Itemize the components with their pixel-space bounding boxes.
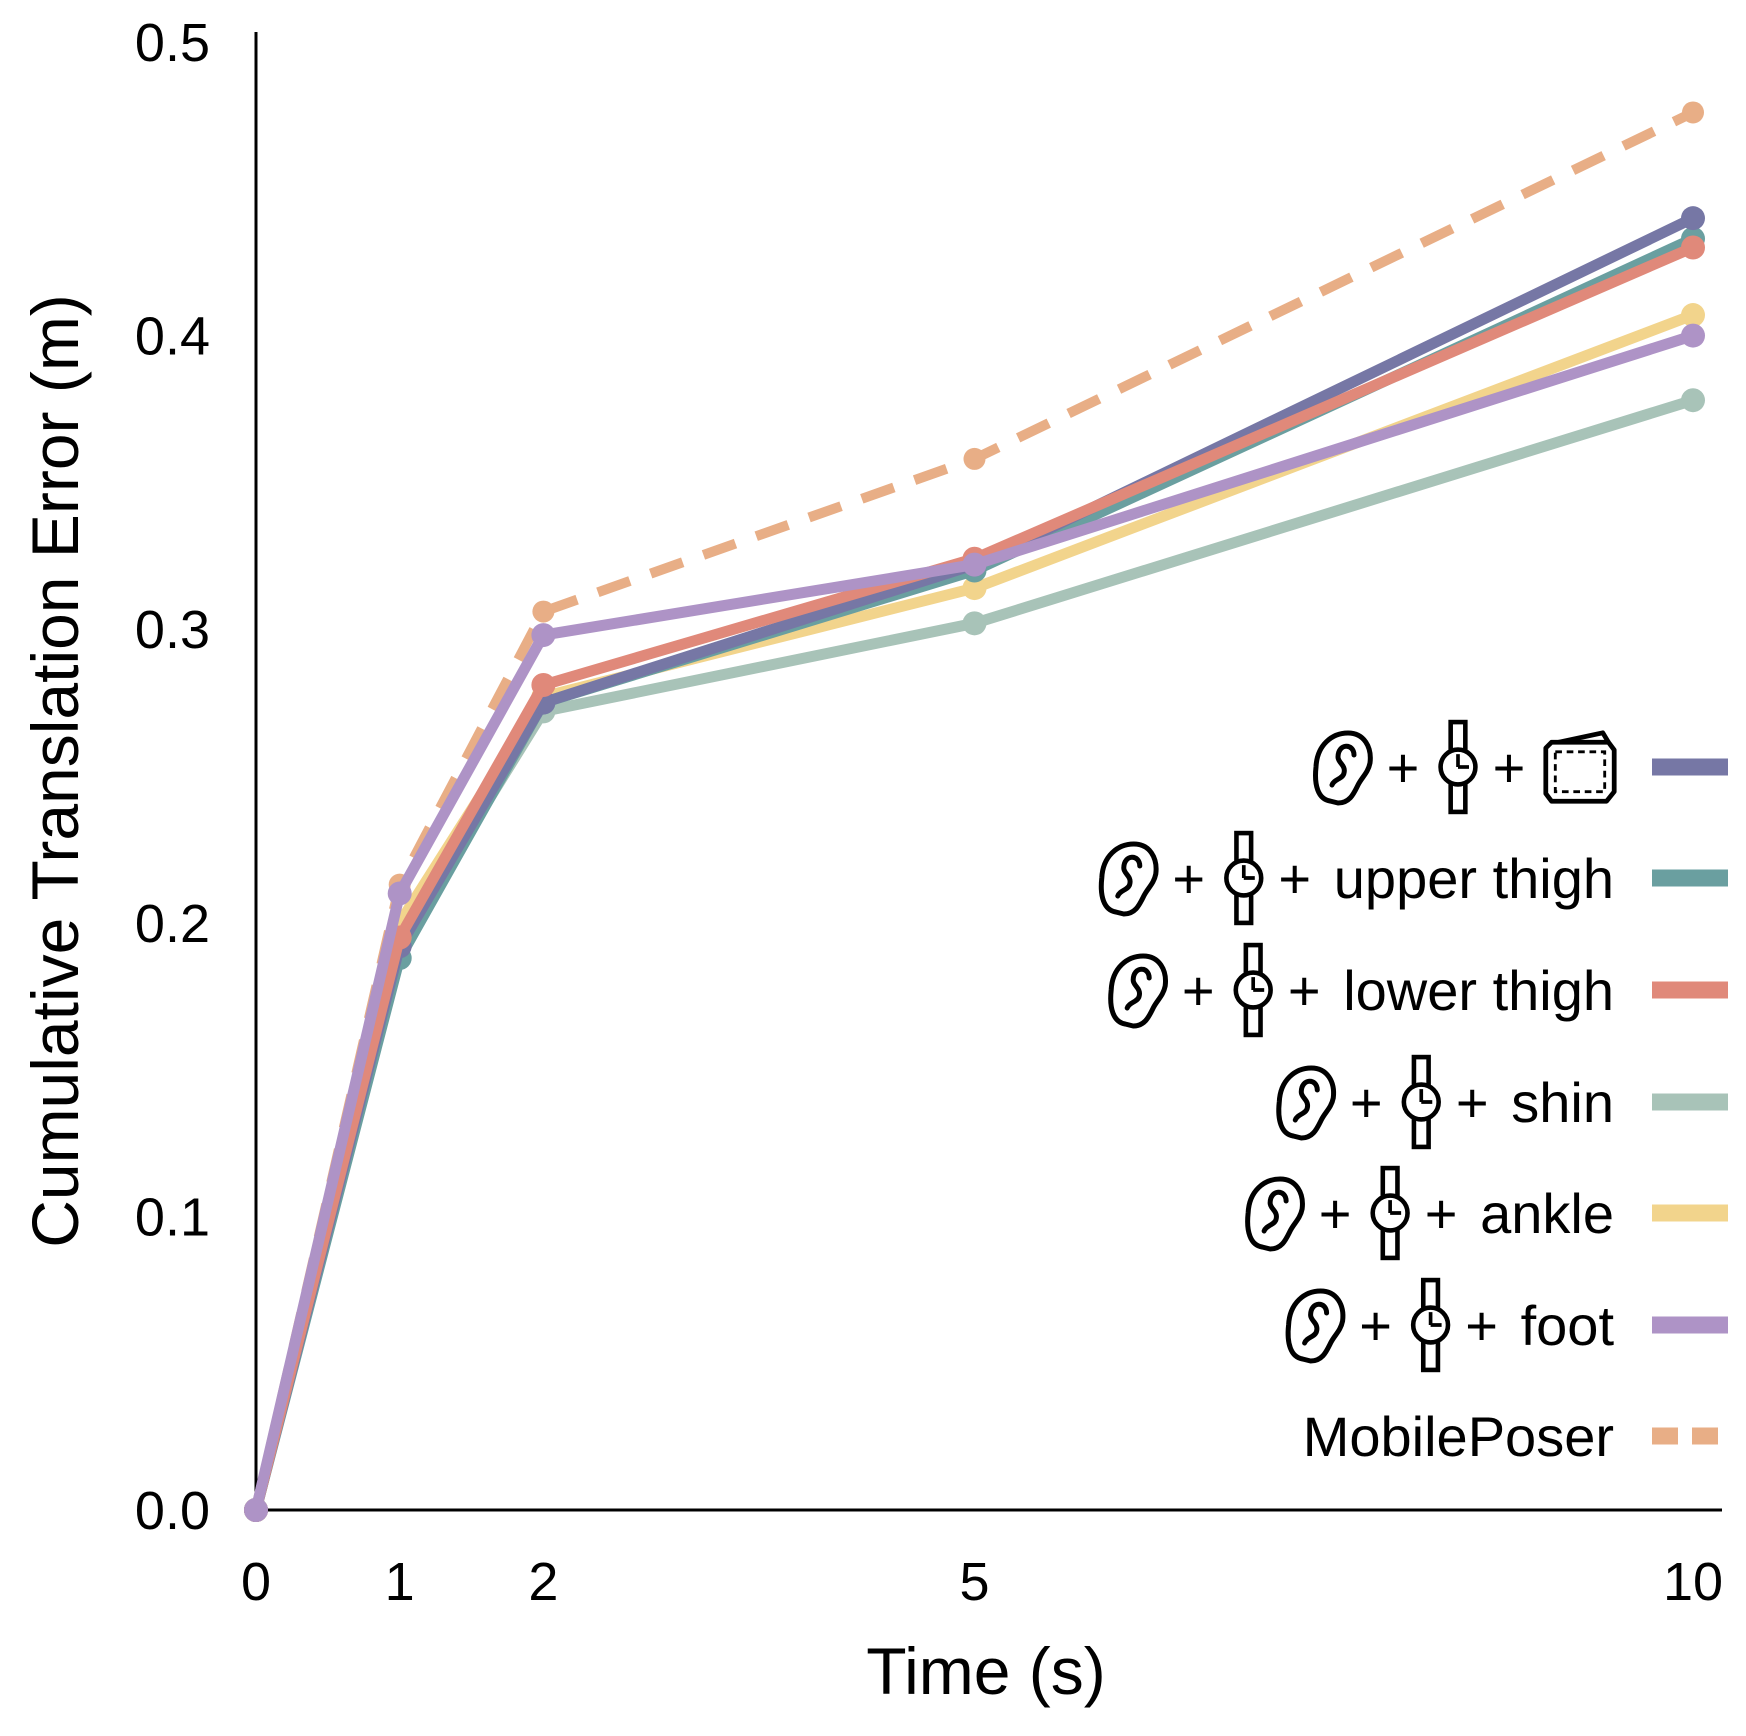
y-axis-title: Cumulative Translation Error (m) — [18, 294, 92, 1248]
legend-item-shin: shin + + — [1279, 1057, 1728, 1147]
y-tick-label: 0.0 — [135, 1481, 210, 1541]
legend: ++upper thigh++lower thigh++shin++ankle+… — [1101, 722, 1728, 1468]
y-tick-label: 0.2 — [135, 894, 210, 954]
watch-icon — [1236, 945, 1271, 1035]
plus-sign: + — [1172, 847, 1205, 910]
plus-sign: + — [1425, 1182, 1458, 1245]
watch-icon — [1373, 1168, 1408, 1258]
plus-sign: + — [1387, 736, 1420, 799]
legend-label-upper-thigh: upper thigh — [1334, 847, 1614, 910]
data-point-foot — [244, 1498, 268, 1522]
watch-icon — [1226, 833, 1261, 923]
data-point-mobileposer — [532, 600, 555, 623]
data-point-shin — [1681, 388, 1705, 413]
y-tick-label: 0.1 — [135, 1187, 210, 1247]
legend-item-upper-thigh: upper thigh + + — [1101, 833, 1728, 923]
data-point-wallet — [1681, 206, 1705, 231]
watch-icon — [1413, 1280, 1448, 1370]
data-point-lower-thigh — [531, 672, 556, 697]
x-tick-label: 5 — [959, 1552, 989, 1612]
plus-sign: + — [1456, 1071, 1489, 1134]
plus-sign: + — [1359, 1294, 1392, 1357]
data-point-mobileposer — [1682, 101, 1704, 124]
data-point-foot — [387, 881, 412, 906]
data-point-mobileposer — [963, 447, 986, 470]
legend-item-wallet: ++ — [1316, 722, 1728, 812]
y-tick-label: 0.4 — [135, 307, 210, 367]
data-point-shin — [962, 611, 987, 636]
plus-sign: + — [1278, 847, 1311, 910]
data-point-foot — [531, 623, 556, 648]
legend-item-lower-thigh: lower thigh + + — [1111, 945, 1728, 1035]
data-point-lower-thigh — [1681, 235, 1705, 260]
x-tick-label: 2 — [528, 1552, 558, 1612]
plus-sign: + — [1350, 1071, 1383, 1134]
ear-icon — [1248, 1179, 1303, 1249]
x-tick-label: 1 — [385, 1552, 415, 1612]
y-tick-label: 0.3 — [135, 600, 210, 660]
plus-sign: + — [1288, 959, 1321, 1022]
ear-icon — [1316, 733, 1371, 803]
legend-label-lower-thigh: lower thigh — [1343, 959, 1614, 1022]
x-tick-label: 0 — [241, 1552, 271, 1612]
ear-icon — [1111, 956, 1166, 1026]
series-foot — [244, 323, 1705, 1522]
x-axis-title: Time (s) — [866, 1634, 1106, 1708]
legend-label-mobileposer: MobilePoser — [1303, 1405, 1614, 1468]
legend-label-ankle: ankle — [1480, 1182, 1614, 1245]
y-tick-label: 0.5 — [135, 13, 210, 73]
legend-label-shin: shin — [1511, 1071, 1614, 1134]
data-point-foot — [1681, 323, 1705, 348]
data-point-ankle — [962, 576, 987, 601]
legend-item-foot: foot + + — [1288, 1280, 1728, 1370]
legend-item-ankle: ankle + + — [1248, 1168, 1728, 1258]
data-point-ankle — [1681, 303, 1705, 328]
watch-icon — [1404, 1057, 1439, 1147]
legend-label-foot: foot — [1521, 1294, 1615, 1357]
legend-item-mobileposer: MobilePoser — [1303, 1405, 1728, 1468]
plus-sign: + — [1319, 1182, 1352, 1245]
x-tick-label: 10 — [1663, 1552, 1723, 1612]
plus-sign: + — [1182, 959, 1215, 1022]
ear-icon — [1288, 1291, 1343, 1361]
data-point-foot — [962, 552, 987, 577]
watch-icon — [1441, 722, 1476, 812]
ear-icon — [1101, 844, 1156, 914]
wallet-icon — [1546, 733, 1614, 801]
plus-sign: + — [1493, 736, 1526, 799]
plus-sign: + — [1465, 1294, 1498, 1357]
ear-icon — [1279, 1068, 1334, 1138]
